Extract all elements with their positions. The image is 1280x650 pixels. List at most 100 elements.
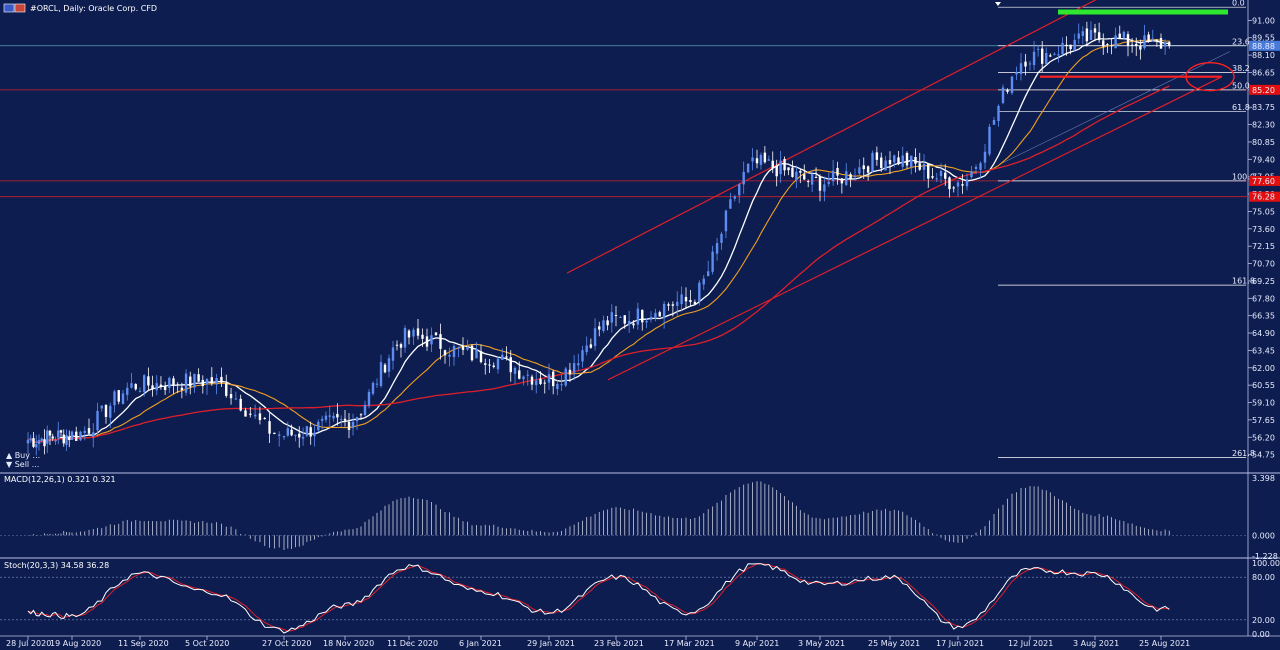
candle-body — [729, 199, 732, 209]
candle-body — [623, 315, 626, 324]
candle-body — [795, 171, 798, 180]
annotations[interactable] — [1040, 9, 1235, 92]
trend-channel[interactable] — [566, 0, 1231, 381]
price-tick-label: 69.25 — [1252, 277, 1275, 286]
price-tick-label: 83.75 — [1252, 103, 1275, 112]
candle-body — [522, 376, 525, 380]
candle-body — [952, 187, 955, 189]
candle-body — [1155, 39, 1159, 41]
time-tick-label: 17 Mar 2021 — [664, 639, 715, 648]
candle-body — [496, 358, 500, 370]
candle-body — [57, 430, 60, 438]
moving-averages — [27, 37, 1170, 443]
candle-body — [399, 344, 403, 348]
chart-shift-marker[interactable] — [995, 2, 1001, 6]
candle-body — [452, 345, 456, 358]
candle-body — [680, 294, 683, 305]
candle-body — [253, 414, 257, 417]
candle-body — [421, 334, 424, 339]
candle-body — [858, 167, 861, 174]
candle-body — [787, 167, 790, 171]
candle-body — [244, 410, 247, 417]
candle-body — [343, 418, 347, 421]
candle-body — [100, 405, 103, 409]
candle-body — [875, 152, 879, 160]
time-tick-label: 11 Dec 2020 — [387, 639, 438, 648]
candle-body — [220, 376, 223, 383]
candle-body — [897, 157, 900, 165]
candlesticks — [26, 21, 1171, 456]
candle-body — [627, 321, 631, 325]
candle-body — [1032, 51, 1036, 66]
candle-body — [871, 152, 874, 172]
candle-body — [767, 159, 771, 161]
candle-body — [840, 178, 844, 184]
candle-body — [518, 370, 521, 379]
candle-body — [888, 159, 892, 165]
candle-body — [1159, 38, 1163, 49]
candle-body — [779, 160, 782, 175]
symbol-icon[interactable] — [3, 3, 26, 13]
price-tick-label: 62.00 — [1252, 364, 1275, 373]
candle-body — [355, 417, 359, 422]
price-axis[interactable]: 91.00 89.55 88.10 86.65 85.20 83.75 82.30 80.85… — [1248, 16, 1280, 460]
stoch-d-line — [27, 563, 1170, 632]
current-price-tag — [1249, 40, 1280, 51]
candle-body — [387, 358, 391, 372]
candle-body — [791, 167, 794, 177]
fibonacci-retracement[interactable]: 0.0 23.6 38.2 50.0 61.8 100.0 161.8 261.8 — [998, 0, 1255, 458]
candle-body — [551, 371, 555, 387]
candle-body — [1057, 54, 1060, 56]
candle-body — [823, 184, 826, 192]
price-tick-label: 66.35 — [1252, 312, 1275, 321]
candle-body — [1010, 76, 1014, 93]
candle-body — [320, 418, 324, 421]
alert-price-tag-label: 85.20 — [1252, 86, 1275, 95]
candle-body — [577, 363, 580, 366]
price-tick-label: 63.45 — [1252, 346, 1275, 355]
candle-body — [379, 362, 383, 386]
candle-body — [543, 382, 546, 384]
candle-body — [724, 210, 728, 232]
candle-body — [893, 155, 896, 163]
price-tick-label: 80.85 — [1252, 138, 1275, 147]
time-tick-label: 3 Aug 2021 — [1073, 639, 1119, 648]
candle-body — [992, 120, 996, 125]
candle-body — [931, 176, 934, 178]
candle-body — [997, 105, 1000, 122]
candle-body — [258, 413, 262, 421]
macd-axis-label: 3.398 — [1252, 474, 1275, 483]
legend-line: ▲ Buy ... — [6, 451, 40, 460]
fib-level-label: 261.8 — [1232, 449, 1255, 458]
candle-body — [286, 428, 290, 436]
candle-body — [92, 432, 95, 437]
alert-price-tag — [1249, 84, 1280, 95]
candle-body — [572, 363, 576, 373]
candle-body — [649, 316, 653, 320]
candle-body — [970, 171, 973, 178]
candle-body — [126, 387, 129, 395]
candle-body — [706, 271, 710, 277]
candle-body — [37, 440, 41, 444]
candle-body — [1061, 42, 1064, 55]
candle-body — [1053, 53, 1056, 55]
time-tick-label: 25 Aug 2021 — [1139, 639, 1190, 648]
candle-body — [810, 174, 814, 185]
candle-body — [662, 303, 666, 319]
time-tick-label: 27 Oct 2020 — [262, 639, 311, 648]
candle-body — [593, 328, 597, 347]
candle-body — [676, 301, 679, 306]
candle-body — [282, 436, 286, 438]
candle-body — [395, 344, 399, 346]
time-tick-label: 11 Sep 2020 — [118, 639, 169, 648]
candle-body — [309, 427, 312, 437]
candle-body — [866, 166, 870, 173]
candle-body — [1019, 63, 1023, 75]
candle-body — [305, 426, 309, 436]
candle-body — [564, 368, 567, 386]
candle-body — [720, 233, 723, 243]
